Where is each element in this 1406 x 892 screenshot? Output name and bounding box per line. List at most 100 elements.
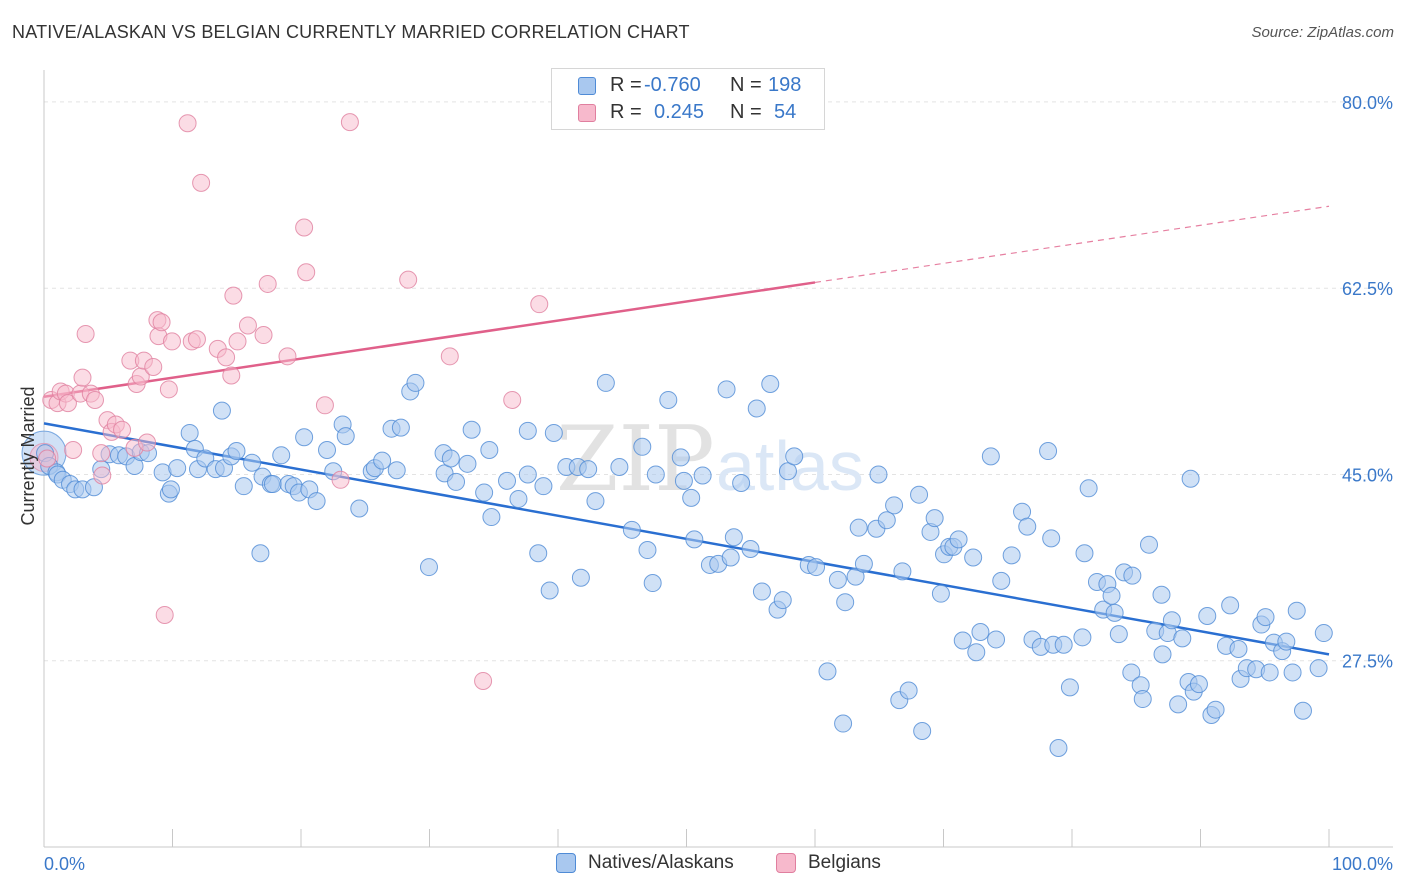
natives-point — [391, 418, 410, 437]
natives-point — [544, 423, 563, 442]
natives-point — [671, 448, 690, 467]
natives-point — [992, 571, 1011, 590]
natives-point — [1206, 700, 1225, 719]
natives-point — [1256, 608, 1275, 627]
natives-point — [693, 466, 712, 485]
natives-point — [579, 460, 598, 479]
belgians-point — [278, 347, 297, 366]
belgians-point — [228, 332, 247, 351]
y-tick-label: 27.5% — [1342, 652, 1393, 672]
natives-point — [462, 420, 481, 439]
legend-row-belgians: R = 0.245 N = 54 — [552, 99, 824, 127]
legend-r-label: R = — [610, 101, 642, 123]
belgians-point — [155, 605, 174, 624]
natives-point — [846, 567, 865, 586]
natives-point — [638, 541, 657, 560]
natives-point — [227, 442, 246, 461]
grid-lines — [44, 101, 1393, 662]
natives-point — [1002, 546, 1021, 565]
natives-point — [721, 548, 740, 567]
belgians-point — [503, 390, 522, 409]
belgians-point — [92, 444, 111, 463]
natives-point — [732, 473, 751, 492]
natives-point — [682, 488, 701, 507]
natives-point — [987, 630, 1006, 649]
natives-point — [475, 483, 494, 502]
natives-point — [1073, 628, 1092, 647]
natives-point — [441, 449, 460, 468]
natives-point — [1169, 695, 1188, 714]
natives-point — [1152, 585, 1171, 604]
legend: R = -0.760 N = 198 R = 0.245 N = 54 — [551, 68, 825, 130]
natives-point — [836, 593, 855, 612]
natives-point — [534, 477, 553, 496]
natives-point — [1075, 544, 1094, 563]
natives-point — [1042, 529, 1061, 548]
belgians-point — [192, 173, 211, 192]
natives-point — [350, 499, 369, 518]
belgians-point — [144, 357, 163, 376]
data-points — [21, 113, 1333, 758]
natives-point — [849, 518, 868, 537]
natives-point — [480, 440, 499, 459]
natives-swatch-icon — [578, 77, 596, 95]
natives-point — [633, 437, 652, 456]
natives-point — [1105, 603, 1124, 622]
natives-point — [1173, 629, 1192, 648]
natives-point — [893, 562, 912, 581]
natives-point — [234, 477, 253, 496]
belgians-point — [295, 218, 314, 237]
natives-point — [622, 520, 641, 539]
natives-point — [910, 485, 929, 504]
belgians-point — [93, 466, 112, 485]
belgians-trend-line-dashed — [814, 205, 1330, 284]
natives-point — [964, 548, 983, 567]
natives-point — [518, 465, 537, 484]
natives-point — [643, 574, 662, 593]
natives-point — [761, 374, 780, 393]
belgians-point — [222, 366, 241, 385]
x-tick-label: 0.0% — [44, 854, 85, 874]
natives-point — [1102, 586, 1121, 605]
belgians-point — [159, 380, 178, 399]
belgians-point — [217, 348, 236, 367]
belgians-point — [162, 332, 181, 351]
natives-point — [685, 530, 704, 549]
legend-n-value: 198 — [768, 74, 802, 96]
natives-point — [336, 427, 355, 446]
legend-n-value: 54 — [774, 101, 797, 123]
legend-r-label: R = — [610, 74, 642, 96]
natives-point — [741, 539, 760, 558]
natives-point — [1039, 442, 1058, 461]
natives-point — [752, 582, 771, 601]
natives-point — [168, 459, 187, 478]
tick-labels: 27.5% 45.0% 62.5% 80.0% 0.0% 100.0% — [44, 93, 1393, 874]
belgians-point — [331, 470, 350, 489]
belgians-point — [224, 286, 243, 305]
natives-point — [447, 472, 466, 491]
belgians-point — [76, 324, 95, 343]
belgians-point — [238, 316, 257, 335]
natives-point — [263, 475, 282, 494]
belgians-point — [258, 274, 277, 293]
natives-point — [1122, 663, 1141, 682]
source-credit: Source: ZipAtlas.com — [1251, 24, 1394, 41]
natives-point — [1060, 678, 1079, 697]
natives-point — [659, 390, 678, 409]
legend-r-value: 0.245 — [654, 101, 705, 123]
natives-point — [1229, 640, 1248, 659]
natives-point — [885, 496, 904, 515]
natives-point — [586, 492, 605, 511]
natives-point — [1283, 663, 1302, 682]
natives-point — [1181, 469, 1200, 488]
natives-point — [828, 570, 847, 589]
natives-point — [717, 380, 736, 399]
belgians-point — [315, 396, 334, 415]
natives-point — [373, 451, 392, 470]
natives-point — [251, 544, 270, 563]
natives-point — [877, 511, 896, 530]
natives-point — [971, 622, 990, 641]
natives-point — [509, 489, 528, 508]
natives-point — [1287, 601, 1306, 620]
